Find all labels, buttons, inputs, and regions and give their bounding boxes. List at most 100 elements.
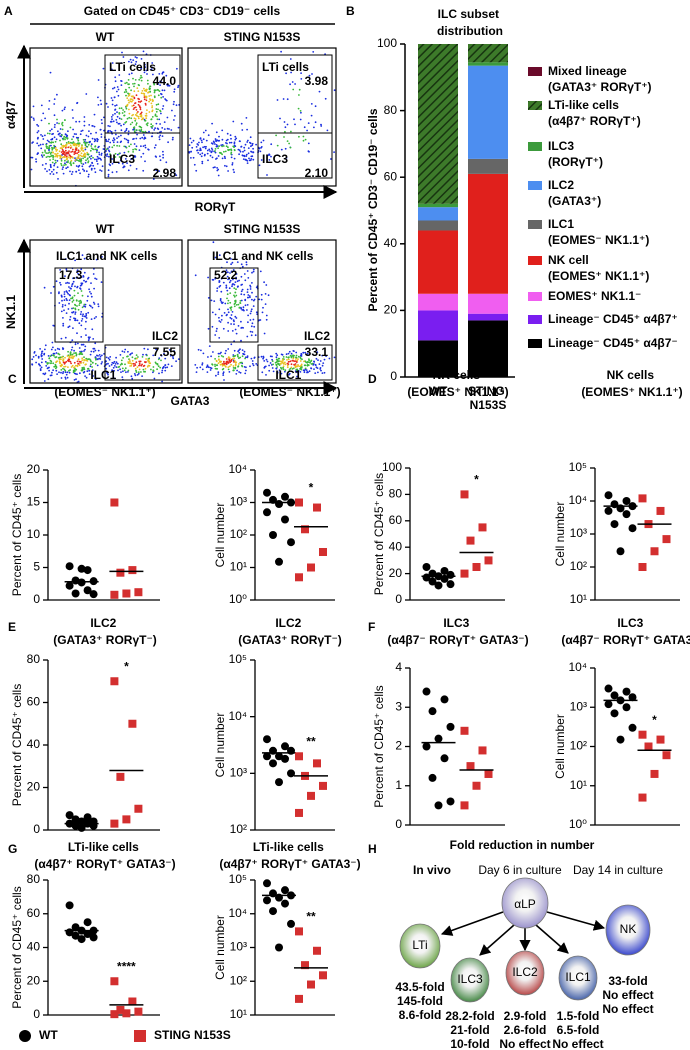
event-dot: [289, 360, 292, 363]
gate: [54, 267, 104, 343]
panel-label: E: [8, 620, 16, 634]
event-dot: [61, 145, 63, 147]
y-tick-label: 20: [27, 780, 41, 794]
event-dot: [296, 375, 298, 378]
event-dot: [113, 369, 115, 372]
event-dot: [161, 380, 164, 383]
event-dot: [92, 375, 94, 377]
event-dot: [239, 371, 242, 374]
event-dot: [132, 95, 134, 97]
event-dot: [69, 316, 72, 318]
significance: *: [652, 713, 657, 727]
event-dot: [222, 363, 224, 365]
event-dot: [111, 162, 114, 165]
event-dot: [247, 296, 249, 299]
event-dot: [92, 156, 94, 159]
event-dot: [85, 359, 87, 362]
gate-name: ILC1 and NK cells: [212, 249, 314, 263]
event-dot: [36, 137, 39, 140]
event-dot: [158, 118, 161, 121]
event-dot: [39, 368, 42, 370]
event-dot: [135, 60, 138, 63]
event-dot: [97, 349, 100, 352]
event-dot: [159, 123, 162, 125]
event-dot: [155, 169, 158, 172]
event-dot: [100, 103, 103, 106]
event-dot: [86, 157, 89, 160]
event-dot: [283, 121, 286, 123]
event-dot: [70, 285, 73, 288]
y-tick-label: 10⁴: [228, 709, 247, 723]
event-dot: [222, 374, 225, 376]
event-dot: [75, 378, 77, 381]
event-dot: [292, 367, 295, 370]
event-dot: [153, 91, 156, 94]
fold-label: 1.5-fold: [557, 1009, 600, 1023]
event-dot: [52, 151, 54, 154]
y-tick-label: 60: [27, 695, 41, 709]
event-dot: [123, 91, 126, 94]
event-dot: [218, 320, 221, 322]
event-dot: [250, 150, 252, 153]
event-dot: [190, 150, 193, 153]
event-dot: [51, 133, 53, 136]
event-dot: [48, 151, 51, 154]
event-dot: [88, 358, 91, 360]
event-dot: [74, 285, 76, 288]
event-dot: [55, 171, 58, 174]
event-dot: [175, 174, 178, 177]
legend-swatch: [528, 181, 542, 190]
event-dot: [210, 367, 213, 370]
event-dot: [292, 88, 295, 91]
event-dot: [77, 139, 80, 142]
event-dot: [80, 336, 83, 338]
cell-node: [501, 877, 549, 929]
event-dot: [265, 358, 268, 361]
data-point: [656, 506, 665, 515]
data-point: [307, 980, 315, 989]
event-dot: [46, 170, 48, 173]
event-dot: [272, 363, 274, 366]
y-axis-label: Cell number: [553, 714, 567, 779]
event-dot: [200, 149, 202, 152]
event-dot: [145, 90, 148, 93]
event-dot: [62, 367, 64, 370]
event-dot: [320, 125, 323, 127]
event-dot: [83, 271, 86, 274]
event-dot: [310, 114, 313, 117]
event-dot: [221, 364, 224, 367]
event-dot: [52, 346, 54, 349]
event-dot: [156, 115, 158, 118]
event-dot: [120, 157, 123, 159]
event-dot: [42, 138, 45, 140]
event-dot: [73, 289, 76, 292]
event-dot: [100, 119, 103, 121]
event-dot: [284, 370, 286, 373]
event-dot: [259, 270, 262, 273]
event-dot: [232, 269, 235, 271]
event-dot: [54, 349, 57, 351]
event-dot: [64, 356, 66, 359]
event-dot: [83, 169, 86, 172]
data-point: [478, 523, 487, 532]
event-dot: [319, 360, 322, 362]
bar-segment: [468, 293, 508, 314]
event-dot: [47, 152, 49, 155]
event-dot: [143, 87, 145, 90]
event-dot: [227, 361, 229, 363]
event-dot: [121, 376, 124, 378]
event-dot: [232, 365, 235, 367]
event-dot: [153, 83, 156, 86]
event-dot: [223, 379, 225, 381]
event-dot: [234, 315, 237, 318]
event-dot: [214, 150, 217, 152]
bar-segment: [468, 65, 508, 159]
event-dot: [72, 299, 75, 302]
event-dot: [250, 310, 253, 313]
event-dot: [71, 307, 73, 310]
event-dot: [65, 167, 68, 170]
event-dot: [289, 83, 291, 86]
event-dot: [307, 142, 310, 145]
event-dot: [159, 109, 161, 112]
event-dot: [233, 357, 236, 360]
